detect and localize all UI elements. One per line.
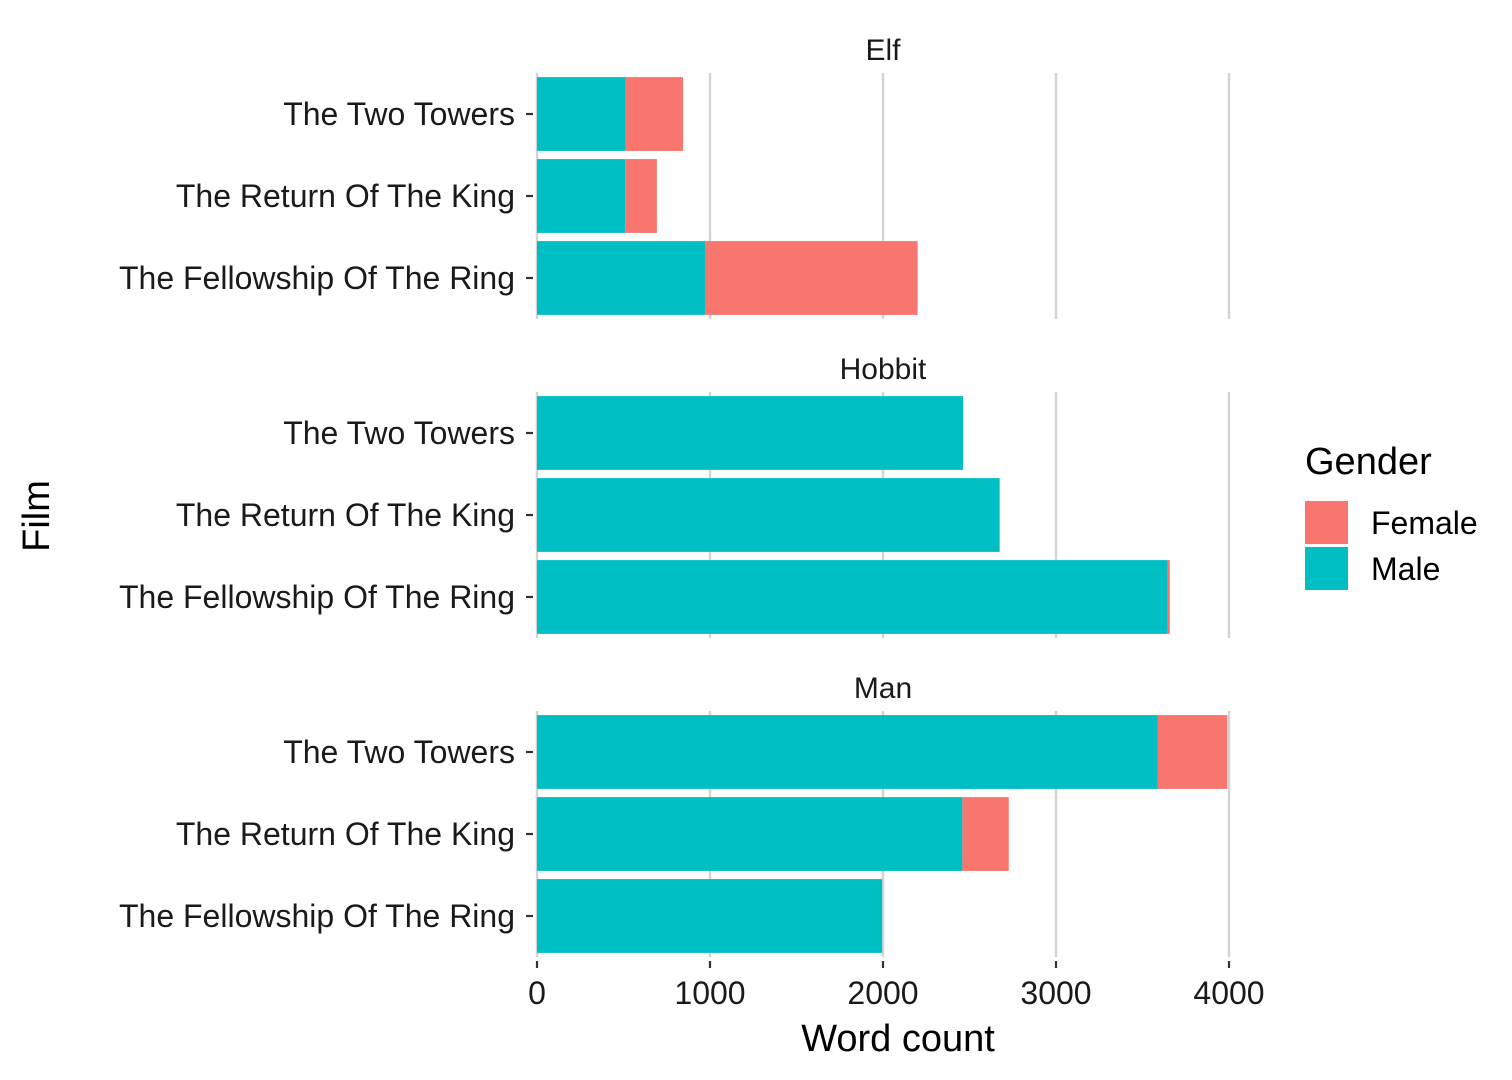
legend-items: Female Male <box>1305 501 1478 590</box>
bar-female <box>625 77 684 151</box>
panel-strip-label: Man <box>854 672 912 705</box>
panel-strip-label: Hobbit <box>840 353 927 386</box>
x-axis-title: Word count <box>801 1018 995 1060</box>
legend-swatch <box>1305 547 1348 590</box>
y-tick-label: The Return Of The King <box>176 816 515 852</box>
panel-strip-label: Elf <box>865 34 901 67</box>
y-tick-label: The Return Of The King <box>176 178 515 214</box>
bar-female <box>625 159 657 233</box>
y-tick-label: The Fellowship Of The Ring <box>119 898 515 934</box>
bar-male <box>537 715 1158 789</box>
bar-male <box>537 396 964 470</box>
y-axis-title: Film <box>16 480 58 552</box>
bar-male <box>537 159 626 233</box>
legend-label: Male <box>1371 551 1440 587</box>
legend: Gender Female Male <box>1305 441 1478 590</box>
x-tick-label: 0 <box>528 975 546 1011</box>
bar-male <box>537 879 883 953</box>
bar-male <box>537 77 626 151</box>
legend-label: Female <box>1371 505 1478 541</box>
panel-hobbit: Hobbit The Two Towers The Return Of The Ki… <box>119 353 1231 638</box>
bar-female <box>704 241 918 315</box>
bar-female <box>1167 560 1170 634</box>
legend-title: Gender <box>1305 441 1432 483</box>
legend-item-male: Male <box>1305 547 1440 590</box>
legend-item-female: Female <box>1305 501 1478 544</box>
panel-elf: Elf The Two Towers The Return Of The King T… <box>119 34 1231 319</box>
bar-male <box>537 797 963 871</box>
panels: Elf The Two Towers The Return Of The King T… <box>119 34 1231 957</box>
x-tick-label: 2000 <box>847 975 918 1011</box>
y-tick-label: The Two Towers <box>283 734 515 770</box>
y-tick-label: The Two Towers <box>283 415 515 451</box>
legend-swatch <box>1305 501 1348 544</box>
y-tick-label: The Return Of The King <box>176 497 515 533</box>
y-tick-label: The Fellowship Of The Ring <box>119 579 515 615</box>
x-tick-label: 1000 <box>674 975 745 1011</box>
x-tick-label: 4000 <box>1193 975 1264 1011</box>
bar-female <box>962 797 1009 871</box>
x-tick-label: 3000 <box>1020 975 1091 1011</box>
bar-male <box>537 560 1168 634</box>
bar-female <box>1157 715 1228 789</box>
y-tick-label: The Two Towers <box>283 96 515 132</box>
x-axis: 0 1000 2000 3000 4000 <box>528 961 1265 1011</box>
bar-male <box>537 241 705 315</box>
y-tick-label: The Fellowship Of The Ring <box>119 260 515 296</box>
panel-man: Man The Two Towers The Return Of The King T… <box>119 672 1231 957</box>
bar-male <box>537 478 1000 552</box>
